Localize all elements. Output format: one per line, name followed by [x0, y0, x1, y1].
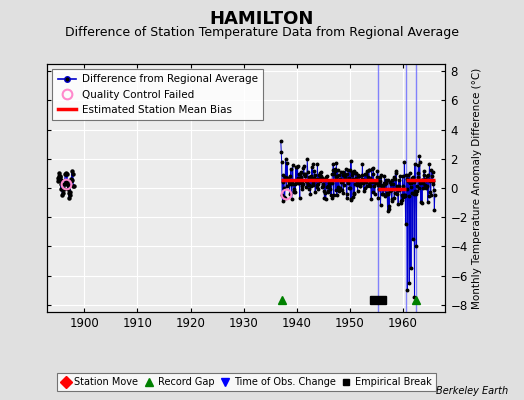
- Legend: Difference from Regional Average, Quality Control Failed, Estimated Station Mean: Difference from Regional Average, Qualit…: [52, 69, 263, 120]
- Text: HAMILTON: HAMILTON: [210, 10, 314, 28]
- Text: Difference of Station Temperature Data from Regional Average: Difference of Station Temperature Data f…: [65, 26, 459, 39]
- Y-axis label: Monthly Temperature Anomaly Difference (°C): Monthly Temperature Anomaly Difference (…: [472, 67, 482, 309]
- Text: Berkeley Earth: Berkeley Earth: [436, 386, 508, 396]
- Legend: Station Move, Record Gap, Time of Obs. Change, Empirical Break: Station Move, Record Gap, Time of Obs. C…: [57, 373, 436, 391]
